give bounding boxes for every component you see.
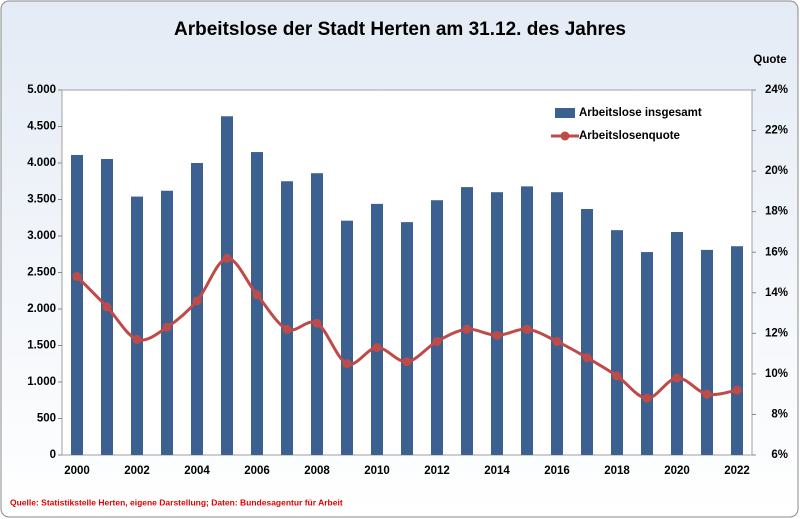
marker: [132, 334, 142, 344]
bar: [671, 231, 683, 455]
bar: [581, 208, 593, 455]
y2-axis-label: Quote: [753, 54, 786, 66]
marker: [642, 393, 652, 403]
marker: [162, 322, 172, 332]
legend-label: Arbeitslosenquote: [579, 130, 680, 142]
bar: [641, 252, 653, 455]
y2-tick-label: 16%: [765, 246, 788, 258]
y-tick-label: 2.000: [27, 303, 56, 315]
y-tick-label: 1.000: [27, 376, 56, 388]
bar: [611, 230, 623, 455]
x-tick-label: 2016: [544, 465, 570, 477]
x-tick-label: 2006: [244, 465, 270, 477]
x-tick-label: 2022: [724, 465, 750, 477]
bar: [731, 246, 743, 455]
bar: [71, 154, 83, 455]
marker: [342, 359, 352, 369]
y-tick-label: 4.000: [27, 157, 56, 169]
y2-tick-label: 10%: [765, 368, 788, 380]
bar: [221, 116, 233, 455]
bar: [461, 187, 473, 455]
y2-tick-label: 6%: [771, 449, 788, 461]
marker: [612, 371, 622, 381]
y-tick-label: 500: [37, 413, 56, 425]
bar: [371, 203, 383, 455]
marker: [102, 302, 112, 312]
y-tick-label: 4.500: [27, 121, 56, 133]
marker: [672, 373, 682, 383]
source-note: Quelle: Statistikstelle Herten, eigene D…: [10, 497, 343, 507]
bar: [521, 186, 533, 456]
x-tick-label: 2000: [64, 465, 90, 477]
bar: [551, 192, 563, 455]
marker: [252, 290, 262, 300]
y-tick-label: 0: [50, 449, 56, 461]
y-tick-label: 3.500: [27, 194, 56, 206]
y2-tick-label: 18%: [765, 206, 788, 218]
marker: [432, 336, 442, 346]
bar: [191, 163, 203, 455]
marker: [702, 389, 712, 399]
x-tick-label: 2004: [184, 465, 210, 477]
y2-tick-label: 14%: [765, 287, 788, 299]
bar: [341, 220, 353, 455]
y-tick-label: 3.000: [27, 230, 56, 242]
marker: [492, 330, 502, 340]
marker: [222, 253, 232, 263]
y-tick-label: 5.000: [27, 84, 56, 96]
legend-label: Arbeitslose insgesamt: [579, 107, 702, 119]
marker: [192, 296, 202, 306]
x-tick-label: 2012: [424, 465, 450, 477]
marker: [282, 324, 292, 334]
y-tick-label: 2.500: [27, 267, 56, 279]
marker: [552, 336, 562, 346]
bar: [251, 152, 263, 456]
marker: [72, 272, 82, 282]
legend-marker: [560, 131, 570, 141]
y2-tick-label: 24%: [765, 84, 788, 96]
marker: [732, 385, 742, 395]
x-tick-label: 2020: [664, 465, 690, 477]
bar: [701, 249, 713, 455]
bar: [311, 173, 323, 455]
marker: [462, 324, 472, 334]
bar: [431, 200, 443, 455]
bar: [401, 222, 413, 455]
marker: [402, 357, 412, 367]
chart-title: Arbeitslose der Stadt Herten am 31.12. d…: [174, 19, 626, 40]
legend-swatch: [555, 108, 575, 118]
y2-tick-label: 8%: [771, 408, 788, 420]
x-tick-label: 2010: [364, 465, 390, 477]
x-tick-label: 2018: [604, 465, 630, 477]
x-tick-label: 2008: [304, 465, 330, 477]
bar: [131, 196, 143, 455]
y2-tick-label: 20%: [765, 165, 788, 177]
y2-tick-label: 22%: [765, 125, 788, 137]
bar: [491, 192, 503, 455]
marker: [582, 353, 592, 363]
bar: [281, 181, 293, 455]
x-tick-label: 2002: [124, 465, 150, 477]
y2-tick-label: 12%: [765, 327, 788, 339]
x-tick-label: 2014: [484, 465, 510, 477]
y-tick-label: 1.500: [27, 340, 56, 352]
marker: [312, 318, 322, 328]
marker: [522, 324, 532, 334]
marker: [372, 343, 382, 353]
